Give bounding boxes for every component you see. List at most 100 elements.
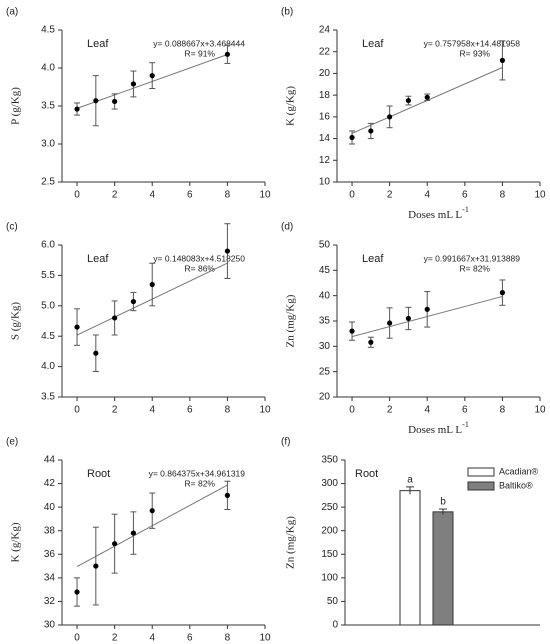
y-tick-label: 12: [319, 155, 331, 166]
point: [368, 339, 374, 345]
point: [424, 306, 430, 312]
y-tick-label: 32: [44, 596, 56, 607]
panel-tag: Root: [87, 468, 110, 480]
r-value: R= 93%: [460, 48, 491, 58]
point: [130, 81, 137, 87]
y-tick-label: 40: [319, 290, 331, 301]
y-tick-label: 4.5: [41, 331, 55, 342]
x-tick-label: 4: [149, 633, 155, 644]
panel-label: (a): [6, 7, 18, 18]
x-tick-label: 2: [112, 405, 118, 416]
panel-label: (e): [6, 437, 18, 448]
y-tick-label: 45: [319, 265, 331, 276]
x-tick-label: 4: [424, 190, 430, 201]
y-tick-label: 4.0: [41, 361, 55, 372]
x-tick-label: 10: [259, 633, 271, 644]
point: [74, 106, 80, 112]
y-tick-label: 250: [321, 502, 338, 513]
panel-label: (c): [6, 222, 18, 233]
point: [112, 98, 118, 105]
y-tick-label: 150: [321, 549, 338, 560]
y-tick-label: 50: [327, 596, 339, 607]
point: [112, 315, 118, 321]
y-tick-label: 100: [321, 572, 338, 583]
point: [93, 350, 99, 356]
y-tick-label: 0: [332, 620, 338, 631]
x-tick-label: 8: [225, 633, 231, 644]
x-tick-label: 0: [349, 190, 355, 201]
equation: y= 0.088667x+3.468444: [153, 38, 245, 48]
point: [149, 281, 155, 288]
point: [149, 508, 155, 514]
y-tick-label: 5.5: [41, 270, 55, 281]
y-tick-label: 38: [44, 525, 56, 536]
y-tick-label: 2.5: [41, 177, 55, 188]
y-tick-label: 24: [319, 25, 331, 36]
x-tick-label: 6: [187, 633, 193, 644]
bar: [432, 511, 454, 626]
y-tick-label: 3.5: [41, 392, 55, 403]
x-tick-label: 0: [74, 633, 80, 644]
y-tick-label: 300: [321, 478, 338, 489]
x-tick-label: 8: [225, 405, 231, 416]
y-tick-label: 4.0: [41, 63, 55, 74]
y-tick-label: 5.0: [41, 300, 55, 311]
point: [224, 51, 231, 57]
y-tick-label: 30: [319, 341, 331, 352]
equation: y= 0.864375x+34.961319: [149, 468, 246, 478]
x-tick-label: 8: [225, 190, 231, 201]
y-tick-label: 20: [319, 68, 331, 79]
y-axis-label: Zn (mg/Kg): [285, 516, 297, 569]
point: [349, 328, 355, 334]
y-axis-label: K (g/Kg): [10, 522, 22, 562]
point: [93, 563, 99, 569]
point: [405, 97, 412, 104]
x-axis-label-text: Doses mL L: [408, 209, 462, 221]
r-value: R= 91%: [185, 48, 216, 58]
panel-label: (d): [281, 222, 293, 233]
x-tick-label: 10: [259, 405, 271, 416]
y-tick-label: 42: [44, 478, 56, 489]
y-tick-label: 36: [44, 549, 56, 560]
x-tick-label: 10: [534, 190, 546, 201]
y-tick-label: 44: [44, 455, 56, 466]
r-value: R= 86%: [185, 263, 216, 273]
x-tick-label: 6: [187, 405, 193, 416]
legend-label: Acadian®: [499, 466, 539, 476]
legend-swatch: [467, 467, 495, 477]
x-tick-label: 2: [112, 190, 118, 201]
point: [499, 57, 506, 64]
point: [130, 530, 137, 536]
x-tick-label: 6: [187, 190, 193, 201]
x-tick-label: 6: [462, 405, 468, 416]
y-tick-label: 14: [319, 133, 331, 144]
x-tick-label: 2: [112, 633, 118, 644]
point: [224, 492, 231, 498]
y-tick-label: 20: [319, 392, 331, 403]
y-axis-label: K (g/Kg): [285, 86, 297, 126]
y-tick-label: 34: [44, 572, 56, 583]
x-tick-label: 8: [500, 190, 506, 201]
point: [349, 134, 355, 141]
y-tick-label: 50: [319, 240, 331, 251]
y-axis-label: Zn (mg/Kg): [285, 294, 297, 347]
legend-label: Baltiko®: [499, 480, 533, 490]
equation: y= 0.991667x+31.913889: [424, 253, 521, 263]
y-tick-label: 4.5: [41, 25, 55, 36]
point: [387, 320, 393, 326]
x-tick-label: 10: [259, 190, 271, 201]
x-tick-label: 0: [349, 405, 355, 416]
x-axis-label-text: Doses mL L: [408, 424, 462, 436]
y-tick-label: 3.5: [41, 101, 55, 112]
y-tick-label: 35: [319, 316, 331, 327]
y-tick-label: 40: [44, 502, 56, 513]
point: [424, 94, 430, 100]
significance-letter: a: [407, 475, 413, 486]
y-tick-label: 3.0: [41, 139, 55, 150]
x-tick-label: 0: [74, 405, 80, 416]
equation: y= 0.757958x+14.481958: [424, 38, 521, 48]
point: [93, 98, 99, 104]
point: [499, 290, 506, 296]
equation: y= 0.148083x+4.518250: [153, 253, 245, 263]
